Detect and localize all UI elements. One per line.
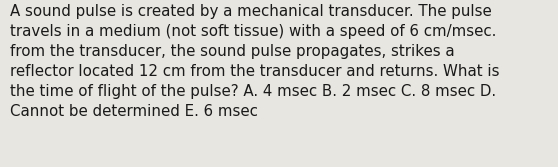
Text: A sound pulse is created by a mechanical transducer. The pulse
travels in a medi: A sound pulse is created by a mechanical… xyxy=(10,4,499,119)
